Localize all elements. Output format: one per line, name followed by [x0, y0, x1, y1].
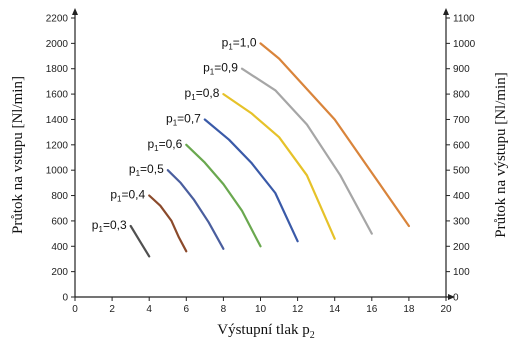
x-tick-label: 14 — [329, 304, 341, 315]
axes — [72, 8, 455, 300]
y-right-tick-label: 600 — [453, 140, 470, 151]
series-line — [166, 169, 225, 250]
y-left-tick-label: 1600 — [46, 90, 69, 101]
y-left-tick-label: 0 — [62, 293, 68, 304]
series-line — [203, 118, 299, 243]
series-label: p1=0,4 — [110, 188, 145, 204]
y-right-tick-label: 1000 — [453, 39, 476, 50]
y-left-tick-label: 1800 — [46, 64, 69, 75]
x-tick-label: 6 — [184, 304, 190, 315]
x-tick-label: 4 — [146, 304, 152, 315]
y-axis-right-title: Průtok na výstupu [Nl/min] — [493, 72, 509, 237]
series-line — [259, 42, 410, 228]
y-right-tick-label: 500 — [453, 166, 470, 177]
series-label: p1=0,5 — [129, 162, 164, 178]
y-axis-left-arrow — [72, 8, 78, 15]
ticks: 0 2 4 6 8 10 12 14 16 18 2002004006008001000120014… — [46, 14, 476, 316]
y-left-tick-label: 2000 — [46, 39, 69, 50]
x-tick-label: 16 — [366, 304, 378, 315]
y-right-tick-label: 300 — [453, 216, 470, 227]
series-line — [222, 92, 336, 240]
y-right-tick-label: 700 — [453, 115, 470, 126]
x-axis-arrow — [448, 294, 455, 300]
series-label: p1=0,9 — [203, 61, 238, 77]
y-left-tick-label: 600 — [51, 216, 68, 227]
y-right-tick-label: 400 — [453, 191, 470, 202]
series-line — [240, 67, 373, 235]
series-label: p1=0,3 — [92, 218, 127, 234]
y-left-tick-label: 400 — [51, 242, 68, 253]
y-left-tick-label: 1200 — [46, 140, 69, 151]
y-right-tick-label: 200 — [453, 242, 470, 253]
x-tick-label: 12 — [292, 304, 304, 315]
y-left-tick-label: 1000 — [46, 166, 69, 177]
y-left-tick-label: 2200 — [46, 14, 69, 25]
x-tick-label: 8 — [221, 304, 227, 315]
x-tick-label: 0 — [72, 304, 78, 315]
x-axis-title: Výstupní tlak p2 — [217, 322, 315, 341]
y-right-tick-label: 100 — [453, 267, 470, 278]
y-left-tick-label: 1400 — [46, 115, 69, 126]
series-line — [129, 224, 151, 258]
series-group — [129, 42, 410, 258]
y-right-tick-label: 0 — [453, 293, 459, 304]
series-label: p1=0,7 — [166, 111, 201, 127]
series-label: p1=0,6 — [147, 137, 182, 153]
x-tick-label: 10 — [255, 304, 267, 315]
y-right-tick-label: 900 — [453, 64, 470, 75]
series-label: p1=1,0 — [222, 35, 257, 51]
x-tick-label: 2 — [109, 304, 115, 315]
y-right-tick-label: 1100 — [453, 14, 475, 25]
x-tick-label: 18 — [403, 304, 415, 315]
x-tick-label: 20 — [440, 304, 452, 315]
y-axis-right-arrow — [443, 8, 449, 15]
y-axis-left-title: Průtok na vstupu [Nl/min] — [10, 76, 26, 234]
y-right-tick-label: 800 — [453, 90, 470, 101]
series-label: p1=0,8 — [185, 86, 220, 102]
series-line — [185, 143, 262, 248]
y-left-tick-label: 800 — [51, 191, 68, 202]
y-left-tick-label: 200 — [51, 267, 68, 278]
series-labels: p1=0,3 p1=0,4 p1=0,5 p1=0,6 p1=0,7 p1=0,8 p1=0… — [92, 35, 257, 234]
series-line — [148, 194, 188, 253]
